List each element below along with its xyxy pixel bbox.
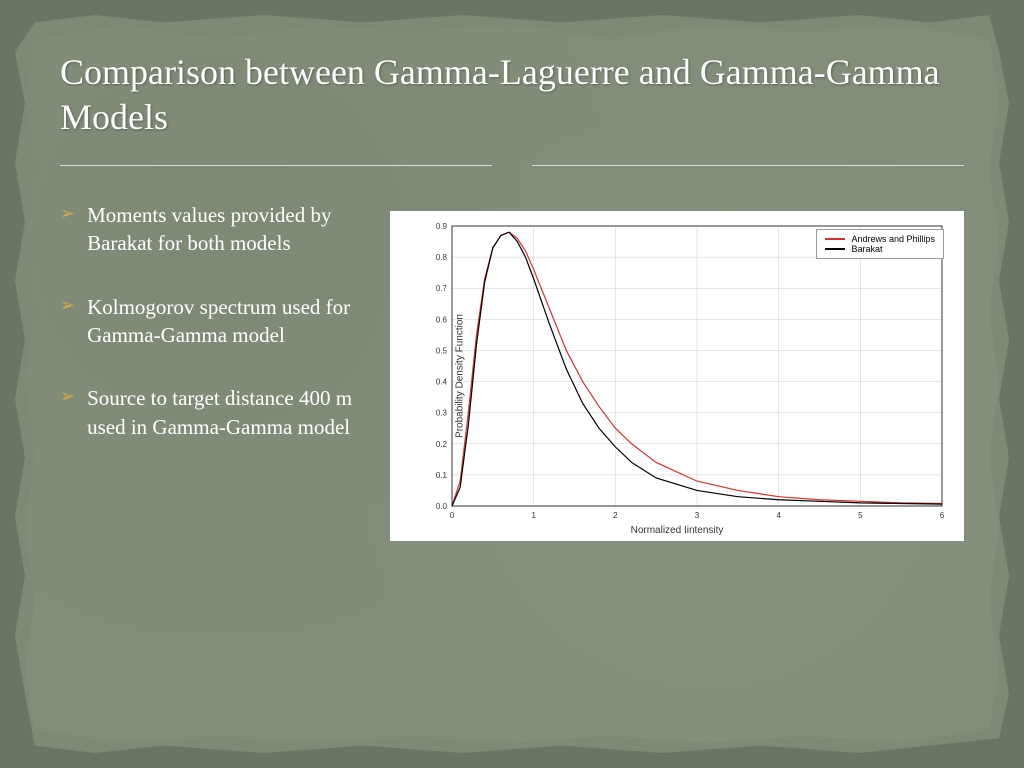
svg-text:0.5: 0.5 [436,346,448,355]
bullet-text: Moments values provided by Barakat for b… [87,201,360,258]
bullet-arrow-icon: ➢ [60,201,75,226]
bullet-item: ➢ Source to target distance 400 m used i… [60,384,360,441]
chart-legend: Andrews and Phillips Barakat [816,229,944,259]
slide-content: Comparison between Gamma-Laguerre and Ga… [60,40,964,728]
bullet-text: Source to target distance 400 m used in … [87,384,360,441]
svg-text:0.1: 0.1 [436,471,448,480]
chart-xlabel: Normalized Iintensity [631,525,724,536]
chart-canvas: 0 1 2 3 4 5 6 0.0 0.1 0.2 0.3 0.4 0.5 0.6 0.7 0.8 0.9 [390,211,964,541]
svg-text:0.3: 0.3 [436,409,448,418]
rule-right [532,165,964,166]
svg-text:0.9: 0.9 [436,222,448,231]
svg-text:4: 4 [776,511,781,520]
svg-text:0.8: 0.8 [436,253,448,262]
bullet-arrow-icon: ➢ [60,293,75,318]
bullet-item: ➢ Kolmogorov spectrum used for Gamma-Gam… [60,293,360,350]
svg-text:3: 3 [695,511,700,520]
legend-label: Barakat [851,244,882,254]
svg-text:0.2: 0.2 [436,440,448,449]
rule-left [60,165,492,166]
svg-text:5: 5 [858,511,863,520]
svg-text:2: 2 [613,511,618,520]
chart-ylabel: Probability Density Function [454,314,465,438]
title-underline [60,165,964,166]
slide-title: Comparison between Gamma-Laguerre and Ga… [60,50,964,140]
legend-swatch [825,238,845,240]
slide-body: ➢ Moments values provided by Barakat for… [60,201,964,541]
bullet-arrow-icon: ➢ [60,384,75,409]
bullet-item: ➢ Moments values provided by Barakat for… [60,201,360,258]
legend-label: Andrews and Phillips [851,234,935,244]
svg-text:0.7: 0.7 [436,284,448,293]
svg-text:6: 6 [940,511,945,520]
svg-text:0.6: 0.6 [436,315,448,324]
bullet-list: ➢ Moments values provided by Barakat for… [60,201,360,541]
svg-text:0.0: 0.0 [436,502,448,511]
legend-swatch [825,248,845,250]
pdf-chart: Probability Density Function Normalized … [390,211,964,541]
bullet-text: Kolmogorov spectrum used for Gamma-Gamma… [87,293,360,350]
svg-text:0: 0 [450,511,455,520]
svg-text:1: 1 [531,511,536,520]
svg-text:0.4: 0.4 [436,378,448,387]
legend-item: Andrews and Phillips [825,234,935,244]
legend-item: Barakat [825,244,935,254]
